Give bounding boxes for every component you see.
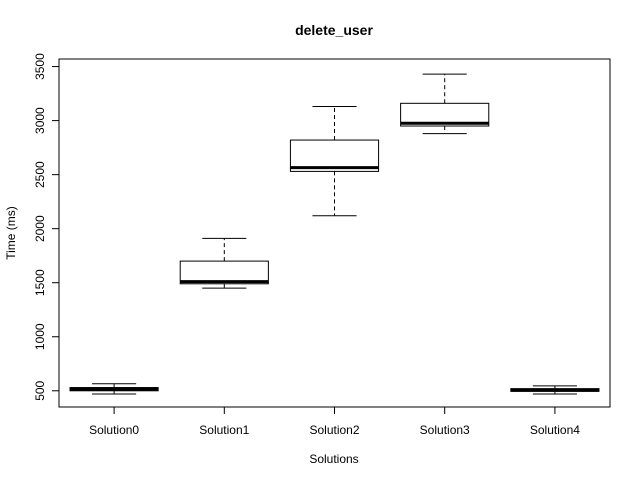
x-axis-label: Solutions [309,452,358,466]
y-tick-label: 2000 [33,215,47,242]
x-tick-label: Solution0 [89,423,139,437]
box-solution2 [289,106,380,217]
y-tick-label: 500 [33,380,47,400]
y-axis: 500 1000 1500 2000 2500 3000 3500 [33,53,60,401]
y-tick-label: 1000 [33,323,47,350]
box-solution0 [69,383,159,395]
x-tick-label: Solution3 [420,423,470,437]
boxes-group [69,73,600,395]
y-axis-label: Time (ms) [4,206,18,260]
box-body [179,260,269,285]
y-tick-label: 3500 [33,53,47,80]
x-tick-label: Solution4 [530,423,580,437]
y-tick-label: 3000 [33,107,47,134]
box-body [400,102,490,127]
chart-title: delete_user [295,22,373,38]
box-solution4 [510,385,600,395]
x-tick-label: Solution2 [309,423,359,437]
box-solution3 [400,73,490,135]
y-tick-label: 2500 [33,161,47,188]
x-tick-label: Solution1 [199,423,249,437]
box-solution1 [179,237,269,289]
x-axis: Solution0 Solution1 Solution2 Solution3 Solu… [89,406,580,437]
y-tick-label: 1500 [33,269,47,296]
